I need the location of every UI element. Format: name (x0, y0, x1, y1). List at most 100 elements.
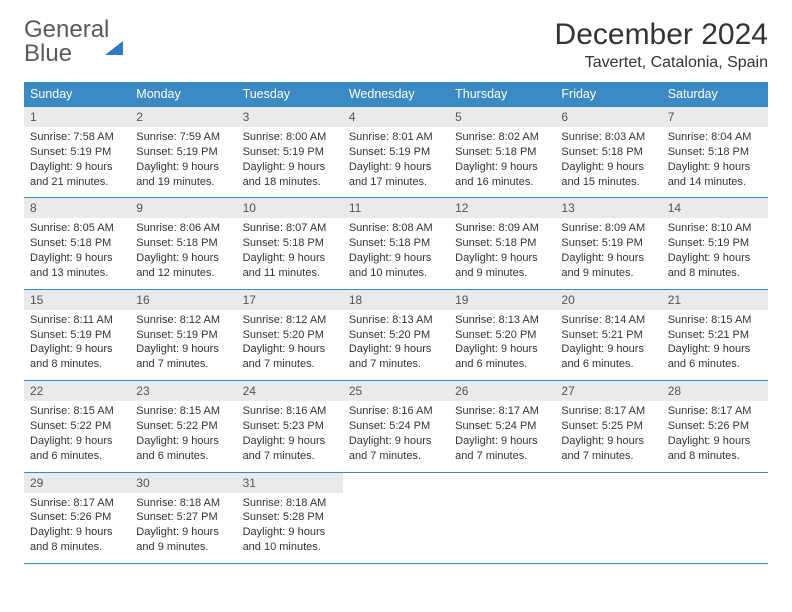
day-body-empty (449, 493, 555, 551)
sunset-text: Sunset: 5:18 PM (349, 236, 443, 251)
daylight-line2: and 14 minutes. (668, 175, 762, 190)
daylight-line1: Daylight: 9 hours (136, 342, 230, 357)
calendar-table: Sunday Monday Tuesday Wednesday Thursday… (24, 82, 768, 564)
day-header-row: Sunday Monday Tuesday Wednesday Thursday… (24, 82, 768, 106)
sunrise-text: Sunrise: 8:12 AM (136, 313, 230, 328)
day-number: 8 (24, 198, 130, 218)
sunrise-text: Sunrise: 8:02 AM (455, 130, 549, 145)
day-body: Sunrise: 8:18 AMSunset: 5:27 PMDaylight:… (130, 493, 236, 563)
day-cell (449, 472, 555, 564)
day-number: 11 (343, 198, 449, 218)
day-number: 5 (449, 107, 555, 127)
day-number: 21 (662, 290, 768, 310)
sunset-text: Sunset: 5:24 PM (349, 419, 443, 434)
sunset-text: Sunset: 5:22 PM (136, 419, 230, 434)
day-number: 7 (662, 107, 768, 127)
sunrise-text: Sunrise: 8:08 AM (349, 221, 443, 236)
day-body: Sunrise: 7:58 AMSunset: 5:19 PMDaylight:… (24, 127, 130, 197)
daylight-line2: and 10 minutes. (243, 540, 337, 555)
day-body: Sunrise: 8:17 AMSunset: 5:24 PMDaylight:… (449, 401, 555, 471)
sunrise-text: Sunrise: 8:09 AM (455, 221, 549, 236)
sunrise-text: Sunrise: 8:12 AM (243, 313, 337, 328)
day-number: 25 (343, 381, 449, 401)
day-cell: 22Sunrise: 8:15 AMSunset: 5:22 PMDayligh… (24, 380, 130, 471)
day-cell: 3Sunrise: 8:00 AMSunset: 5:19 PMDaylight… (237, 106, 343, 197)
day-cell: 29Sunrise: 8:17 AMSunset: 5:26 PMDayligh… (24, 472, 130, 564)
day-number: 15 (24, 290, 130, 310)
week-row: 1Sunrise: 7:58 AMSunset: 5:19 PMDaylight… (24, 106, 768, 197)
daylight-line2: and 10 minutes. (349, 266, 443, 281)
day-cell (555, 472, 661, 564)
daylight-line1: Daylight: 9 hours (561, 434, 655, 449)
day-cell: 12Sunrise: 8:09 AMSunset: 5:18 PMDayligh… (449, 197, 555, 288)
day-body: Sunrise: 8:16 AMSunset: 5:23 PMDaylight:… (237, 401, 343, 471)
day-header: Tuesday (237, 82, 343, 106)
day-cell: 17Sunrise: 8:12 AMSunset: 5:20 PMDayligh… (237, 289, 343, 380)
day-number: 19 (449, 290, 555, 310)
day-number: 4 (343, 107, 449, 127)
sunset-text: Sunset: 5:19 PM (561, 236, 655, 251)
day-cell: 16Sunrise: 8:12 AMSunset: 5:19 PMDayligh… (130, 289, 236, 380)
day-body: Sunrise: 8:17 AMSunset: 5:25 PMDaylight:… (555, 401, 661, 471)
daylight-line1: Daylight: 9 hours (136, 160, 230, 175)
daylight-line1: Daylight: 9 hours (30, 160, 124, 175)
sunset-text: Sunset: 5:22 PM (30, 419, 124, 434)
daylight-line1: Daylight: 9 hours (349, 251, 443, 266)
day-cell: 14Sunrise: 8:10 AMSunset: 5:19 PMDayligh… (662, 197, 768, 288)
daylight-line2: and 7 minutes. (349, 449, 443, 464)
day-cell: 15Sunrise: 8:11 AMSunset: 5:19 PMDayligh… (24, 289, 130, 380)
sunrise-text: Sunrise: 8:13 AM (349, 313, 443, 328)
daylight-line1: Daylight: 9 hours (136, 525, 230, 540)
day-number: 10 (237, 198, 343, 218)
day-body: Sunrise: 7:59 AMSunset: 5:19 PMDaylight:… (130, 127, 236, 197)
daylight-line2: and 15 minutes. (561, 175, 655, 190)
sunset-text: Sunset: 5:20 PM (349, 328, 443, 343)
day-cell: 4Sunrise: 8:01 AMSunset: 5:19 PMDaylight… (343, 106, 449, 197)
day-number: 1 (24, 107, 130, 127)
day-cell: 11 Sunrise: 8:08 AMSunset: 5:18 PMDayligh… (343, 197, 449, 288)
sunrise-text: Sunrise: 8:17 AM (668, 404, 762, 419)
daynum-empty (662, 473, 768, 493)
sunset-text: Sunset: 5:18 PM (243, 236, 337, 251)
day-number: 6 (555, 107, 661, 127)
day-header: Friday (555, 82, 661, 106)
daylight-line2: and 7 minutes. (455, 449, 549, 464)
day-cell: 31Sunrise: 8:18 AMSunset: 5:28 PMDayligh… (237, 472, 343, 564)
daylight-line2: and 9 minutes. (455, 266, 549, 281)
sunrise-text: Sunrise: 8:17 AM (455, 404, 549, 419)
day-cell: 28Sunrise: 8:17 AMSunset: 5:26 PMDayligh… (662, 380, 768, 471)
day-body: Sunrise: 8:14 AMSunset: 5:21 PMDaylight:… (555, 310, 661, 380)
day-body: Sunrise: 8:15 AMSunset: 5:22 PMDaylight:… (130, 401, 236, 471)
sunrise-text: Sunrise: 8:07 AM (243, 221, 337, 236)
sunrise-text: Sunrise: 8:09 AM (561, 221, 655, 236)
sunset-text: Sunset: 5:25 PM (561, 419, 655, 434)
day-cell: 25Sunrise: 8:16 AMSunset: 5:24 PMDayligh… (343, 380, 449, 471)
daynum-empty (555, 473, 661, 493)
day-cell: 2Sunrise: 7:59 AMSunset: 5:19 PMDaylight… (130, 106, 236, 197)
brand-logo: General Blue (24, 18, 123, 66)
day-body: Sunrise: 8:07 AMSunset: 5:18 PMDaylight:… (237, 218, 343, 288)
sunset-text: Sunset: 5:19 PM (30, 145, 124, 160)
day-body-empty (555, 493, 661, 551)
sunset-text: Sunset: 5:18 PM (455, 145, 549, 160)
day-header: Sunday (24, 82, 130, 106)
daylight-line1: Daylight: 9 hours (136, 434, 230, 449)
daylight-line1: Daylight: 9 hours (243, 342, 337, 357)
daylight-line2: and 7 minutes. (136, 357, 230, 372)
daylight-line1: Daylight: 9 hours (30, 251, 124, 266)
day-cell: 27Sunrise: 8:17 AMSunset: 5:25 PMDayligh… (555, 380, 661, 471)
day-cell (343, 472, 449, 564)
daylight-line2: and 16 minutes. (455, 175, 549, 190)
day-number: 14 (662, 198, 768, 218)
sunset-text: Sunset: 5:20 PM (243, 328, 337, 343)
sunrise-text: Sunrise: 8:16 AM (243, 404, 337, 419)
daylight-line2: and 7 minutes. (243, 449, 337, 464)
sunset-text: Sunset: 5:21 PM (668, 328, 762, 343)
daynum-empty (343, 473, 449, 493)
day-body: Sunrise: 8:17 AMSunset: 5:26 PMDaylight:… (662, 401, 768, 471)
day-number: 13 (555, 198, 661, 218)
sunset-text: Sunset: 5:19 PM (136, 145, 230, 160)
day-number: 26 (449, 381, 555, 401)
day-body: Sunrise: 8:09 AMSunset: 5:19 PMDaylight:… (555, 218, 661, 288)
sunset-text: Sunset: 5:19 PM (136, 328, 230, 343)
